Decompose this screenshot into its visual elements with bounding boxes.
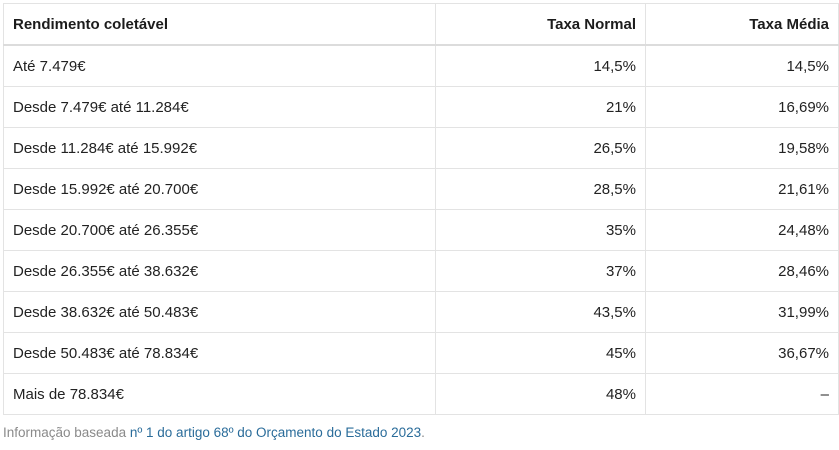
income-bracket-cell: Desde 20.700€ até 26.355€ <box>3 209 436 251</box>
income-bracket-cell: Desde 11.284€ até 15.992€ <box>3 127 436 169</box>
table-header-row: Rendimento coletável Taxa Normal Taxa Mé… <box>3 3 839 46</box>
table-row: Até 7.479€ 14,5% 14,5% <box>3 44 839 87</box>
table-row: Desde 38.632€ até 50.483€ 43,5% 31,99% <box>3 291 839 333</box>
income-bracket-cell: Desde 26.355€ até 38.632€ <box>3 250 436 292</box>
normal-rate-cell: 26,5% <box>435 127 646 169</box>
normal-rate-cell: 28,5% <box>435 168 646 210</box>
average-rate-cell: 19,58% <box>645 127 839 169</box>
normal-rate-cell: 43,5% <box>435 291 646 333</box>
table-row: Desde 15.992€ até 20.700€ 28,5% 21,61% <box>3 168 839 210</box>
table-row: Desde 7.479€ até 11.284€ 21% 16,69% <box>3 86 839 128</box>
average-rate-cell: 31,99% <box>645 291 839 333</box>
source-link[interactable]: nº 1 do artigo 68º do Orçamento do Estad… <box>129 425 422 440</box>
footnote-suffix: . <box>421 425 425 440</box>
source-footnote: Informação baseada nº 1 do artigo 68º do… <box>3 425 425 440</box>
normal-rate-cell: 45% <box>435 332 646 374</box>
average-rate-cell: – <box>645 373 839 415</box>
normal-rate-cell: 37% <box>435 250 646 292</box>
income-bracket-cell: Desde 7.479€ até 11.284€ <box>3 86 436 128</box>
tax-rates-table: Rendimento coletável Taxa Normal Taxa Mé… <box>3 3 839 415</box>
average-rate-cell: 14,5% <box>645 44 839 87</box>
table-row: Desde 20.700€ até 26.355€ 35% 24,48% <box>3 209 839 251</box>
average-rate-cell: 24,48% <box>645 209 839 251</box>
column-header-normal-rate: Taxa Normal <box>435 3 646 46</box>
footnote-prefix: Informação baseada <box>3 425 130 440</box>
average-rate-cell: 36,67% <box>645 332 839 374</box>
column-header-average-rate: Taxa Média <box>645 3 839 46</box>
average-rate-cell: 28,46% <box>645 250 839 292</box>
normal-rate-cell: 14,5% <box>435 44 646 87</box>
income-bracket-cell: Até 7.479€ <box>3 44 436 87</box>
table-row: Mais de 78.834€ 48% – <box>3 373 839 415</box>
table-row: Desde 50.483€ até 78.834€ 45% 36,67% <box>3 332 839 374</box>
normal-rate-cell: 21% <box>435 86 646 128</box>
normal-rate-cell: 48% <box>435 373 646 415</box>
income-bracket-cell: Desde 15.992€ até 20.700€ <box>3 168 436 210</box>
table-row: Desde 26.355€ até 38.632€ 37% 28,46% <box>3 250 839 292</box>
income-bracket-cell: Desde 38.632€ até 50.483€ <box>3 291 436 333</box>
normal-rate-cell: 35% <box>435 209 646 251</box>
column-header-income: Rendimento coletável <box>3 3 436 46</box>
average-rate-cell: 16,69% <box>645 86 839 128</box>
income-bracket-cell: Mais de 78.834€ <box>3 373 436 415</box>
average-rate-cell: 21,61% <box>645 168 839 210</box>
table-row: Desde 11.284€ até 15.992€ 26,5% 19,58% <box>3 127 839 169</box>
income-bracket-cell: Desde 50.483€ até 78.834€ <box>3 332 436 374</box>
